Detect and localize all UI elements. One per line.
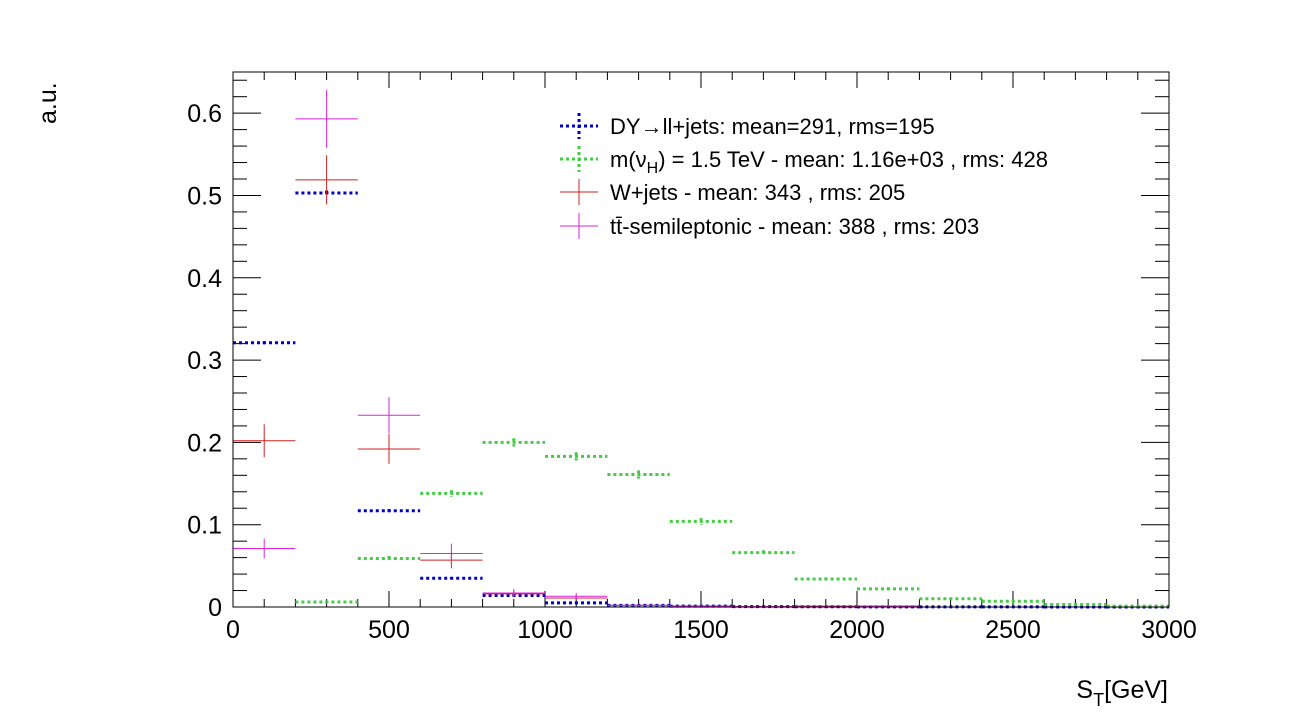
legend-entry-wjets: W+jets - mean: 343 , rms: 205 (560, 179, 905, 205)
legend-label-wjets: W+jets - mean: 343 , rms: 205 (610, 180, 905, 205)
legend-entry-signal: m(νH) = 1.5 TeV - mean: 1.16e+03 , rms: … (560, 146, 1048, 177)
y-tick-label: 0.6 (187, 100, 222, 128)
x-axis-label-subscript: T (1093, 690, 1104, 710)
svg-text:m(νH) = 1.5 TeV - mean: 1.16e+: m(νH) = 1.5 TeV - mean: 1.16e+03 , rms: … (610, 147, 1048, 177)
legend-label-signal-sub: H (647, 160, 659, 177)
legend-label-dy-pre: DY (610, 114, 641, 139)
x-axis-label-unit: [GeV] (1104, 676, 1168, 704)
y-tick-label: 0.5 (187, 182, 222, 210)
y-axis-label: a.u. (34, 82, 62, 124)
svg-text:DY→ll+jets: mean=291, rms=195: DY→ll+jets: mean=291, rms=195 (610, 114, 935, 139)
series-3 (233, 90, 920, 608)
x-tick-label: 3000 (1141, 616, 1197, 644)
legend-label-dy-post: ll+jets: mean=291, rms=195 (663, 114, 935, 139)
svg-text:W+jets - mean: 343 , rms: 205: W+jets - mean: 343 , rms: 205 (610, 180, 905, 205)
x-tick-label: 1000 (517, 616, 573, 644)
x-tick-label: 2000 (829, 616, 885, 644)
x-tick-label: 500 (368, 616, 410, 644)
legend: DY→ll+jets: mean=291, rms=195 m(νH) = 1.… (560, 113, 1048, 239)
x-tick-label: 0 (226, 616, 240, 644)
y-tick-label: 0.3 (187, 347, 222, 375)
series-1 (295, 438, 1169, 608)
x-axis-label: ST[GeV] (1076, 676, 1168, 710)
legend-label-signal-post: ) = 1.5 TeV - mean: 1.16e+03 , rms: 428 (658, 147, 1048, 172)
x-tick-label: 1500 (673, 616, 729, 644)
x-tick-label: 2500 (985, 616, 1041, 644)
plot-frame (232, 71, 1170, 608)
legend-label-signal-pre: m(ν (610, 147, 647, 172)
legend-label-ttbar: tt̄-semileptonic - mean: 388 , rms: 203 (610, 214, 979, 239)
x-tick-labels: 0 500 1000 1500 2000 2500 3000 (226, 616, 1197, 644)
y-tick-label: 0.1 (187, 512, 222, 540)
legend-entry-ttbar: tt̄-semileptonic - mean: 388 , rms: 203 (560, 213, 979, 239)
legend-entry-dy: DY→ll+jets: mean=291, rms=195 (560, 113, 935, 139)
legend-label-dy-arrow: → (641, 114, 663, 139)
minor-ticks (233, 72, 1169, 607)
svg-text:tt̄-semileptonic - mean: 388 ,: tt̄-semileptonic - mean: 388 , rms: 203 (610, 214, 979, 239)
x-axis-label-main: S (1076, 676, 1093, 704)
y-tick-label: 0.2 (187, 429, 222, 457)
y-tick-label: 0 (208, 594, 222, 622)
y-tick-label: 0.4 (187, 265, 222, 293)
y-tick-labels: 0 0.1 0.2 0.3 0.4 0.5 0.6 (187, 100, 222, 622)
